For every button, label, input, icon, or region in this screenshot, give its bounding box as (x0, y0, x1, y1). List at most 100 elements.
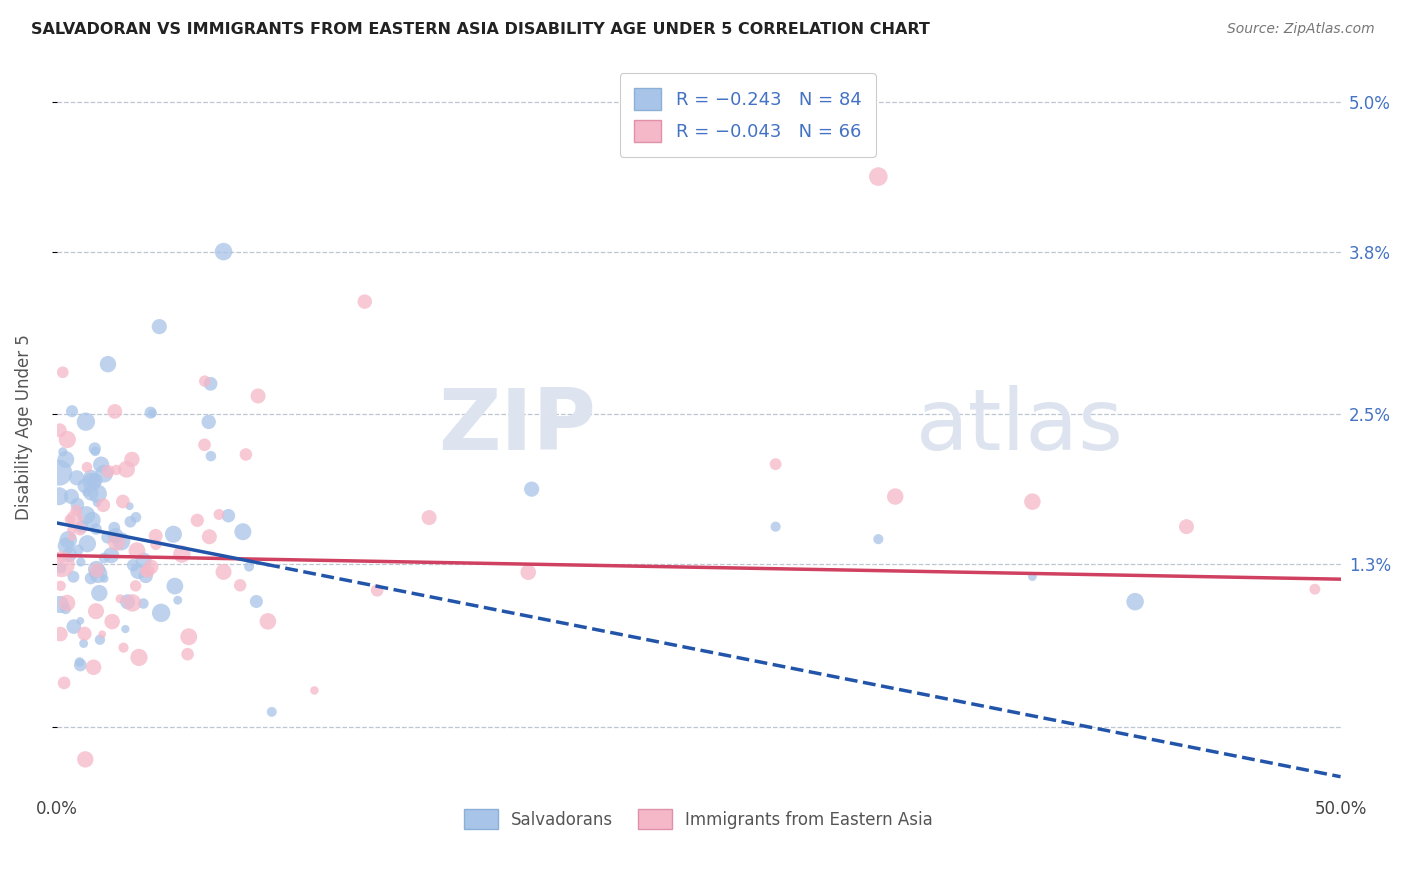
Point (186, 513, 208, 527)
Point (83, 660, 105, 674)
Point (122, 558, 145, 573)
Point (112, 640, 135, 655)
Point (86, 563, 108, 577)
Point (366, 583, 388, 598)
Point (111, 494, 134, 508)
Point (80, 475, 103, 489)
Point (89, 586, 111, 600)
Point (80, 470, 103, 484)
Point (48, 423, 70, 437)
Point (86, 487, 108, 501)
Point (139, 406, 162, 420)
Point (260, 705, 283, 719)
Point (86, 562, 108, 576)
Point (193, 438, 215, 452)
Point (257, 615, 280, 629)
Point (177, 630, 200, 644)
Point (76, 460, 98, 475)
Point (108, 591, 131, 606)
Point (127, 564, 149, 578)
Point (70, 520, 93, 534)
Point (83, 442, 105, 456)
Point (59, 512, 82, 526)
Point (104, 404, 127, 418)
Point (75, 415, 97, 429)
Y-axis label: Disability Age Under 5: Disability Age Under 5 (15, 334, 32, 519)
Point (58, 533, 80, 547)
Point (62, 570, 84, 584)
Point (197, 415, 219, 429)
Point (90, 458, 112, 472)
Point (200, 449, 222, 463)
Text: Source: ZipAtlas.com: Source: ZipAtlas.com (1227, 22, 1375, 37)
Point (52, 365, 75, 379)
Point (1021, 569, 1043, 583)
Point (55, 452, 77, 467)
Point (132, 597, 155, 611)
Point (58, 548, 80, 562)
Point (208, 508, 231, 522)
Point (69, 555, 91, 569)
Point (75, 508, 97, 522)
Point (56, 433, 79, 447)
Point (104, 528, 127, 542)
Point (145, 538, 167, 552)
Point (105, 463, 128, 477)
Point (765, 457, 787, 471)
Point (353, 294, 375, 309)
Point (212, 244, 235, 259)
Point (120, 515, 142, 529)
Point (72, 636, 94, 650)
Point (125, 543, 148, 558)
Point (67, 542, 90, 557)
Point (69, 614, 91, 628)
Point (170, 547, 193, 561)
Point (60, 523, 83, 537)
Point (97, 464, 120, 478)
Point (520, 482, 543, 496)
Point (55, 539, 77, 553)
Point (97, 530, 120, 544)
Point (73, 479, 96, 493)
Point (89, 632, 111, 647)
Point (66, 471, 89, 485)
Point (93, 572, 115, 586)
Point (247, 389, 270, 403)
Point (105, 535, 128, 549)
Point (166, 593, 188, 607)
Point (163, 579, 186, 593)
Point (418, 510, 440, 524)
Point (65, 503, 87, 517)
Point (60, 404, 83, 418)
Point (136, 564, 159, 578)
Point (232, 524, 254, 539)
Point (135, 569, 157, 583)
Point (66, 498, 89, 512)
Point (80, 571, 103, 585)
Point (121, 596, 143, 610)
Point (84, 522, 107, 536)
Point (134, 564, 156, 578)
Point (884, 490, 907, 504)
Point (117, 595, 139, 609)
Text: ZIP: ZIP (439, 385, 596, 468)
Point (304, 683, 326, 698)
Point (200, 376, 222, 391)
Point (114, 622, 136, 636)
Point (121, 452, 143, 467)
Point (141, 406, 163, 420)
Point (75, 752, 97, 766)
Point (217, 508, 239, 523)
Point (76, 537, 98, 551)
Point (49, 579, 72, 593)
Point (118, 499, 141, 513)
Point (517, 566, 540, 580)
Point (245, 594, 267, 608)
Point (100, 549, 122, 563)
Point (1123, 595, 1146, 609)
Legend: Salvadorans, Immigrants from Eastern Asia: Salvadorans, Immigrants from Eastern Asi… (458, 803, 939, 835)
Point (145, 529, 167, 543)
Point (63, 619, 86, 633)
Point (52, 445, 75, 459)
Point (150, 606, 173, 620)
